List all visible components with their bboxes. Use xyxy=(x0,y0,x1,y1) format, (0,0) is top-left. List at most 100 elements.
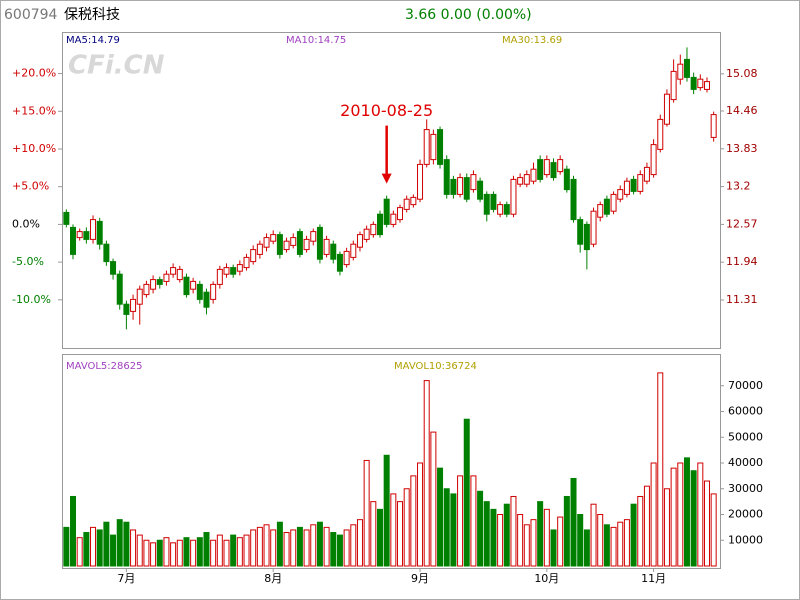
y2-tick-label: +15.0% xyxy=(12,104,56,117)
y-tick-label: 15.08 xyxy=(726,67,758,80)
candle-body xyxy=(450,178,457,195)
volume-panel xyxy=(62,354,721,569)
candle-body xyxy=(543,159,550,176)
volume-bar xyxy=(70,495,77,567)
volume-bar xyxy=(690,470,697,567)
volume-bar xyxy=(637,495,644,567)
candle-body xyxy=(470,174,477,191)
y2-tick-label: -5.0% xyxy=(12,255,44,268)
volume-bar xyxy=(450,493,457,567)
volume-bar xyxy=(343,529,350,567)
volume-bar xyxy=(96,529,103,567)
y-tick-label: 11.94 xyxy=(726,255,758,268)
v-tick-label: 20000 xyxy=(728,508,763,521)
volume-bar xyxy=(563,495,570,567)
candle-body xyxy=(350,243,357,258)
indicator-label: MA10:14.75 xyxy=(286,35,346,46)
volume-bar xyxy=(230,534,237,567)
indicator-label: MA5:14.79 xyxy=(66,35,120,46)
volume-bar xyxy=(90,526,97,567)
candle-body xyxy=(110,261,117,275)
volume-bar xyxy=(170,542,177,567)
candle-body xyxy=(296,231,303,255)
x-tick-label: 7月 xyxy=(117,572,135,585)
candle-body xyxy=(170,267,177,275)
candle-body xyxy=(76,231,83,239)
candle-body xyxy=(256,243,263,255)
candle-body xyxy=(457,177,464,195)
candle-body xyxy=(270,234,277,242)
price-panel xyxy=(62,32,721,349)
candle-body xyxy=(710,114,717,138)
candle-body xyxy=(410,196,417,206)
volume-bar xyxy=(670,467,677,567)
candle-body xyxy=(677,63,684,80)
volume-bar xyxy=(283,532,290,567)
x-tick-label: 8月 xyxy=(264,572,282,585)
candle-body xyxy=(363,228,370,240)
volume-bar xyxy=(403,488,410,567)
candle-body xyxy=(637,174,644,192)
volume-bar xyxy=(570,477,577,567)
v-tick-label: 30000 xyxy=(728,482,763,495)
candle-body xyxy=(190,280,197,290)
volume-bar xyxy=(583,529,590,567)
volume-bar xyxy=(190,539,197,567)
candle-body xyxy=(223,267,230,275)
annotation-label: 2010-08-25 xyxy=(340,101,433,120)
volume-bar xyxy=(116,519,123,567)
candle-body xyxy=(557,159,564,173)
volume-bar xyxy=(143,539,150,567)
x-tick-label: 10月 xyxy=(534,572,559,585)
volume-bar xyxy=(370,501,377,567)
volume-bar xyxy=(523,524,530,567)
x-tick-label: 9月 xyxy=(411,572,429,585)
volume-bar xyxy=(270,529,277,567)
candle-body xyxy=(617,189,624,200)
candle-body xyxy=(250,249,257,263)
volume-bar xyxy=(236,537,243,567)
volume-bar xyxy=(390,493,397,567)
y2-tick-label: -10.0% xyxy=(12,293,51,306)
candle-body xyxy=(196,283,203,300)
y-tick-label: 12.57 xyxy=(726,217,758,230)
candle-body xyxy=(130,298,137,312)
candle-body xyxy=(336,253,343,272)
candle-body xyxy=(143,283,150,296)
candle-body xyxy=(463,177,470,200)
volume-bar xyxy=(130,529,137,567)
candle-body xyxy=(477,180,484,200)
candle-body xyxy=(323,238,330,255)
v-tick-label: 60000 xyxy=(728,405,763,418)
candle-body xyxy=(423,129,430,165)
volume-bar xyxy=(196,537,203,567)
candle-body xyxy=(657,118,664,150)
volume-bar xyxy=(250,529,257,567)
candle-body xyxy=(156,279,163,285)
candle-body xyxy=(230,267,237,275)
candle-body xyxy=(537,159,544,180)
volume-bar xyxy=(510,495,517,567)
candle-body xyxy=(376,213,383,236)
candle-body xyxy=(610,193,617,212)
candle-body xyxy=(697,78,704,89)
volume-bar xyxy=(336,534,343,567)
candle-body xyxy=(577,219,584,245)
volume-bar xyxy=(296,526,303,567)
volume-bar xyxy=(210,539,217,567)
volume-bar xyxy=(397,501,404,567)
volume-bar xyxy=(683,457,690,567)
x-tick-label: 11月 xyxy=(641,572,666,585)
candle-body xyxy=(563,168,570,191)
volume-bar xyxy=(136,534,143,567)
volume-bar xyxy=(617,521,624,567)
candle-body xyxy=(203,291,210,308)
volume-bar xyxy=(383,454,390,567)
candle-body xyxy=(316,226,323,260)
candle-body xyxy=(276,234,283,255)
volume-bar xyxy=(543,508,550,567)
candle-body xyxy=(417,163,424,200)
volume-bar xyxy=(703,480,710,567)
volume-bar xyxy=(557,516,564,567)
volume-bar xyxy=(623,519,630,567)
